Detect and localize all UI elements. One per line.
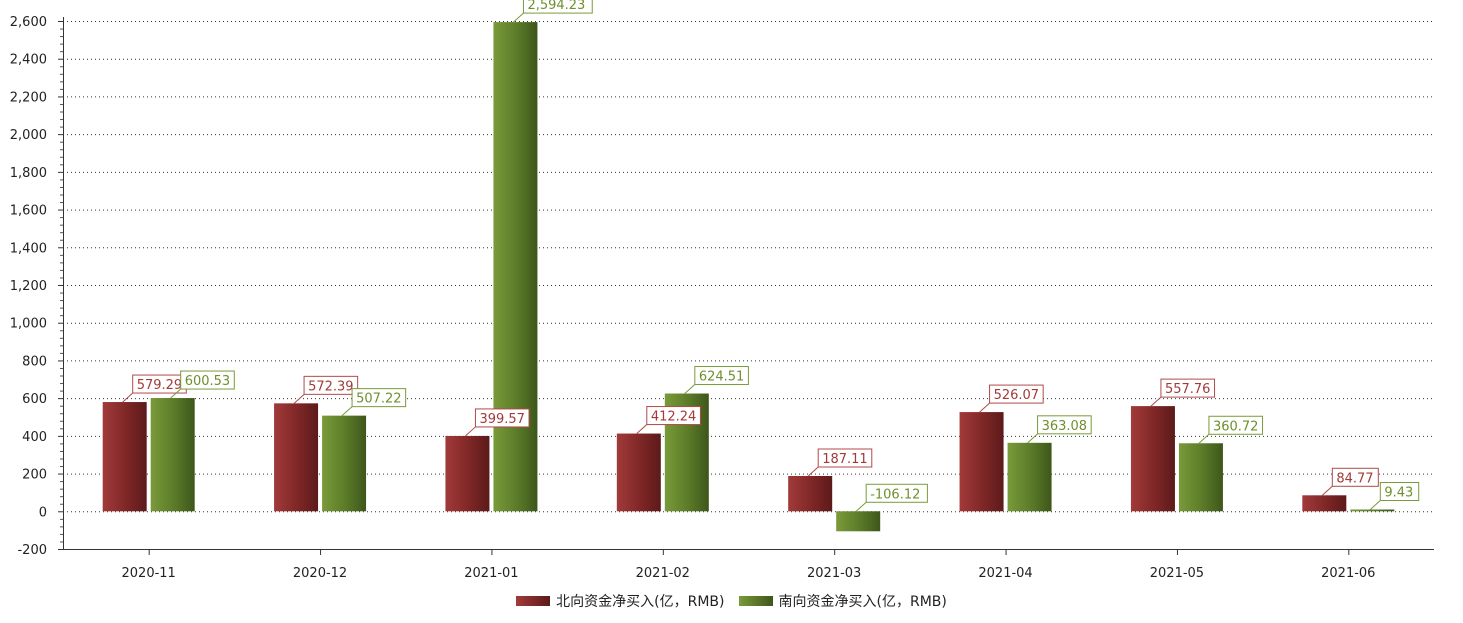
data-label-box [646, 406, 701, 426]
data-label-leader [1321, 485, 1333, 496]
data-label: 363.08 [1042, 419, 1088, 434]
data-label-box [817, 448, 873, 468]
x-tick-label: 2021-02 [636, 566, 690, 581]
data-label-leader [979, 402, 990, 413]
y-tick-label: 400 [22, 430, 47, 445]
bar-south[interactable] [1007, 442, 1052, 512]
bar-north[interactable] [1130, 406, 1175, 512]
data-label-leader [293, 393, 305, 404]
legend-swatch-south [738, 596, 773, 606]
data-label-leader [1369, 500, 1381, 510]
bar-north[interactable] [1302, 495, 1347, 512]
y-tick-label: 200 [22, 468, 47, 483]
y-tick-label: 2,200 [10, 90, 47, 105]
data-label-leader [341, 406, 353, 417]
data-label: 84.77 [1336, 471, 1373, 486]
y-tick-label: -200 [17, 543, 47, 558]
x-tick-label: 2021-05 [1150, 566, 1204, 581]
legend: 北向资金净买入(亿，RMB) 南向资金净买入(亿，RMB) [0, 590, 1463, 612]
x-tick-label: 2021-04 [978, 566, 1032, 581]
data-label-leader [1198, 433, 1210, 444]
data-label: 399.57 [479, 412, 525, 427]
data-label: 579.29 [137, 378, 183, 393]
data-label: 412.24 [651, 410, 697, 425]
legend-label-north: 北向资金净买入(亿，RMB) [556, 594, 725, 610]
y-tick-label: 1,800 [10, 166, 47, 181]
legend-label-south: 南向资金净买入(亿，RMB) [778, 594, 947, 610]
data-label: 187.11 [822, 452, 868, 467]
data-label: 624.51 [699, 370, 745, 385]
x-tick-label: 2021-03 [807, 566, 861, 581]
legend-item-south[interactable]: 南向资金净买入(亿，RMB) [738, 591, 947, 611]
data-label-leader [855, 501, 867, 512]
data-label-leader [636, 424, 648, 434]
data-label: 600.53 [185, 374, 231, 389]
data-label-box [694, 366, 749, 386]
bar-north[interactable] [445, 435, 490, 512]
data-label-leader [684, 384, 696, 394]
data-label: -106.12 [870, 487, 920, 502]
bars [102, 22, 1395, 532]
bar-north[interactable] [616, 433, 661, 512]
data-label: 9.43 [1384, 486, 1413, 501]
data-label-box [989, 384, 1044, 404]
data-label: 572.39 [308, 379, 354, 394]
y-tick-label: 2,400 [10, 53, 47, 68]
data-label-leader [122, 392, 134, 403]
bar-south[interactable] [322, 415, 367, 512]
y-tick-label: 800 [22, 354, 47, 369]
data-label-box [351, 388, 407, 408]
gridlines [63, 21, 1434, 513]
axes: -200 0 200 400 600 800 1,000 1,200 1,400 1,600 1,8… [10, 15, 1434, 581]
y-tick-label: 1,200 [10, 279, 47, 294]
data-label: 2,594.23 [527, 0, 585, 13]
data-label-box [1379, 482, 1420, 502]
data-label-leader [513, 12, 524, 23]
data-label-box [865, 483, 928, 503]
legend-swatch-north [516, 596, 551, 606]
data-label-box [1160, 378, 1216, 398]
data-label-box [1331, 467, 1379, 487]
y-tick-label: 1,000 [10, 317, 47, 332]
y-tick-label: 2,600 [10, 15, 47, 30]
bar-south[interactable] [1350, 509, 1395, 512]
y-tick-label: 600 [22, 392, 47, 407]
data-label-box [474, 408, 530, 428]
data-label-leader [1150, 396, 1162, 407]
data-label: 557.76 [1165, 382, 1211, 397]
data-label: 507.22 [356, 392, 402, 407]
bar-south[interactable] [150, 398, 195, 512]
data-label: 526.07 [994, 388, 1040, 403]
data-label: 360.72 [1213, 419, 1259, 434]
bar-south[interactable] [1178, 443, 1223, 512]
data-label-leader [807, 466, 819, 477]
data-label-box [522, 0, 593, 14]
y-tick-label: 1,600 [10, 204, 47, 219]
x-tick-label: 2021-06 [1321, 566, 1375, 581]
data-label-box [180, 370, 235, 390]
data-label-box [1037, 415, 1092, 435]
y-tick-label: 1,400 [10, 241, 47, 256]
bar-north[interactable] [959, 412, 1004, 512]
bar-north[interactable] [102, 402, 147, 512]
bar-north[interactable] [788, 476, 833, 512]
y-tick-label: 2,000 [10, 128, 47, 143]
data-label-leader [170, 388, 182, 399]
y-tick-label: 0 [39, 505, 47, 520]
bar-south[interactable] [493, 22, 538, 512]
x-tick-label: 2021-01 [464, 566, 518, 581]
data-label-leader [1027, 433, 1038, 444]
data-label-box [1208, 415, 1264, 435]
data-label-box [303, 375, 359, 395]
bar-south[interactable] [836, 511, 881, 532]
bar-north[interactable] [274, 403, 319, 512]
x-tick-label: 2020-11 [122, 566, 176, 581]
data-label-leader [465, 426, 476, 437]
x-tick-label: 2020-12 [293, 566, 347, 581]
legend-item-north[interactable]: 北向资金净买入(亿，RMB) [516, 591, 725, 611]
bar-chart: -200 0 200 400 600 800 1,000 1,200 1,400 1,600 1,8… [10, 0, 1434, 581]
